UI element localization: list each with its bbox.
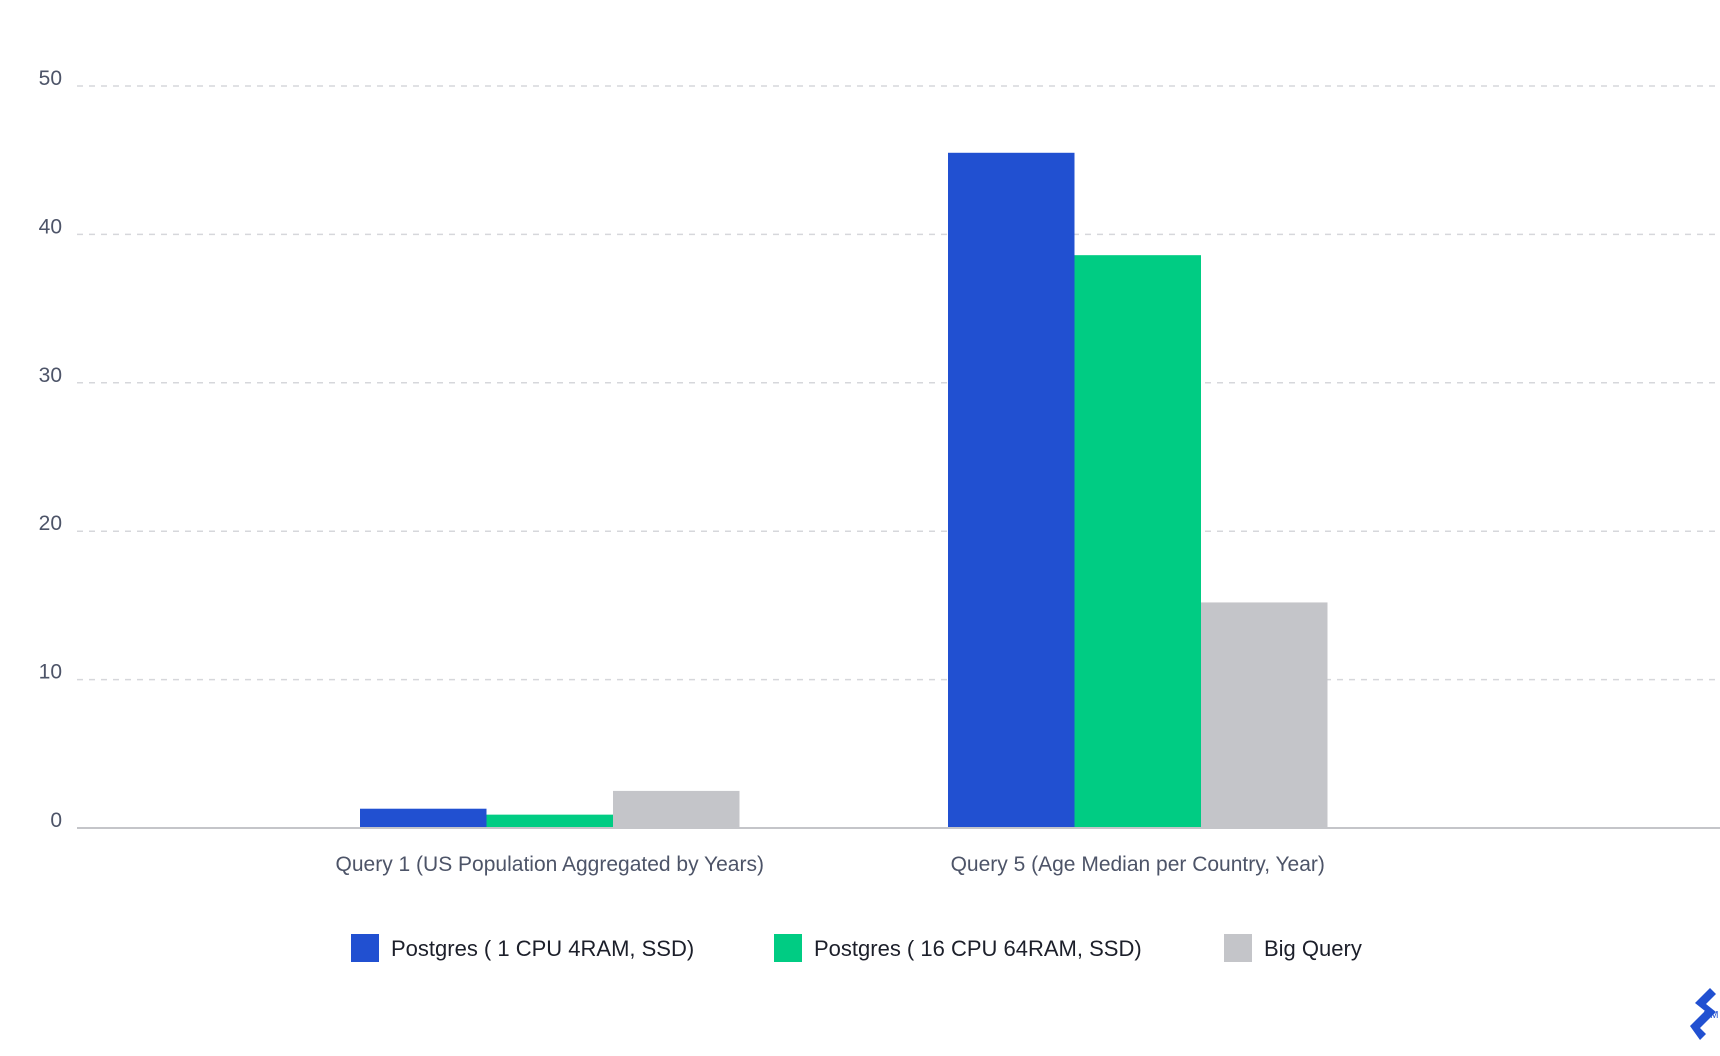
legend-label: Postgres ( 16 CPU 64RAM, SSD) [814, 936, 1142, 961]
y-tick-label: 30 [39, 364, 62, 387]
bar-1-2 [948, 152, 1075, 828]
legend-swatch [1224, 934, 1252, 962]
y-tick-label: 50 [39, 67, 62, 90]
bar-2-1 [486, 814, 613, 828]
legend-label: Postgres ( 1 CPU 4RAM, SSD) [391, 936, 694, 961]
x-tick-label: Query 5 (Age Median per Country, Year) [951, 853, 1325, 876]
toptal-logo-icon [1690, 988, 1716, 1040]
y-tick-label: 20 [39, 512, 62, 535]
y-tick-label: 0 [50, 809, 62, 832]
legend-swatch [351, 934, 379, 962]
bar-1-1 [360, 808, 487, 828]
legend-label: Big Query [1264, 936, 1362, 961]
legend-swatch [774, 934, 802, 962]
logo-trademark: TM [1704, 1010, 1718, 1021]
y-tick-label: 40 [39, 215, 62, 238]
x-tick-label: Query 1 (US Population Aggregated by Yea… [336, 853, 764, 876]
bar-3-1 [613, 790, 740, 828]
y-tick-label: 10 [39, 661, 62, 684]
bar-2-2 [1074, 255, 1201, 828]
bar-3-2 [1201, 602, 1328, 828]
